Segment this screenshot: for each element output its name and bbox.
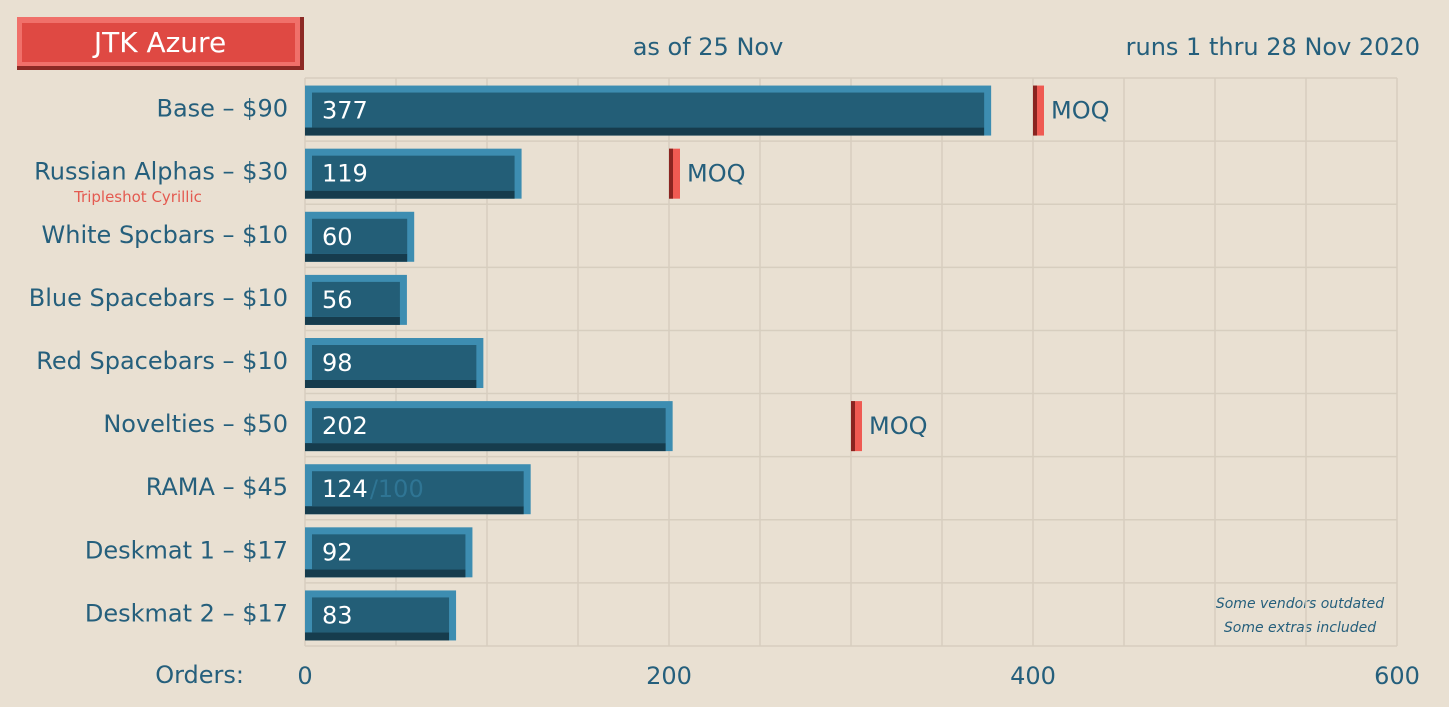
bar-shadow — [305, 632, 450, 641]
y-tick-label: Novelties – $50 — [103, 410, 288, 438]
note: Some extras included — [1224, 620, 1376, 636]
x-tick-label: 600 — [1374, 662, 1420, 690]
y-tick-label: Base – $90 — [156, 95, 288, 123]
y-tick-label: Red Spacebars – $10 — [36, 347, 288, 375]
bar-shadow — [305, 190, 515, 199]
cap-label: /100 — [370, 475, 424, 503]
bar-shadow — [305, 380, 477, 388]
moq-marker — [1033, 85, 1044, 136]
bar-face — [312, 281, 400, 317]
note: Some vendors outdated — [1216, 596, 1384, 612]
moq-marker-edge — [669, 148, 673, 199]
sublabel: Tripleshot Cyrillic — [73, 188, 202, 206]
value-label: 92 — [322, 538, 353, 566]
bar-shadow — [305, 127, 985, 136]
bar-shadow — [305, 443, 666, 452]
bar-face — [312, 534, 466, 570]
y-tick-label: Deskmat 1 – $17 — [85, 536, 288, 564]
bar-face — [312, 92, 985, 128]
x-tick-label: 400 — [1010, 662, 1056, 690]
bar-shadow — [305, 253, 408, 262]
moq-label: MOQ — [687, 160, 746, 188]
value-label: 56 — [322, 286, 353, 314]
moq-marker-edge — [1033, 85, 1037, 136]
x-tick-label: 200 — [646, 662, 692, 690]
bar-face — [312, 471, 524, 507]
bar-face — [312, 408, 666, 444]
subtitle: as of 25 Nov — [633, 33, 784, 61]
x-tick-label: 0 — [297, 662, 312, 690]
moq-marker-edge — [851, 401, 855, 452]
bar-shadow — [305, 316, 400, 325]
value-label: 124 — [322, 475, 368, 503]
x-axis-label: Orders: — [155, 661, 244, 689]
moq-label: MOQ — [869, 412, 928, 440]
run-note: runs 1 thru 28 Nov 2020 — [1126, 33, 1420, 61]
title-badge — [17, 17, 304, 70]
moq-label: MOQ — [1051, 97, 1110, 125]
chart-title: JTK Azure — [92, 26, 226, 59]
bar-face — [312, 345, 477, 380]
value-label: 202 — [322, 412, 368, 440]
bar-shadow — [305, 506, 524, 515]
badge-face — [22, 23, 295, 62]
moq-marker — [669, 148, 680, 199]
y-tick-label: Blue Spacebars – $10 — [29, 284, 288, 312]
value-label: 60 — [322, 223, 353, 251]
bar-face — [312, 597, 450, 633]
y-tick-label: Deskmat 2 – $17 — [85, 599, 288, 627]
bar-shadow — [305, 569, 466, 578]
value-label: 98 — [322, 349, 353, 377]
y-tick-label: RAMA – $45 — [146, 473, 288, 501]
value-label: 119 — [322, 160, 368, 188]
value-label: 83 — [322, 601, 353, 629]
moq-marker — [851, 401, 862, 452]
y-tick-label: Russian Alphas – $30 — [34, 158, 288, 186]
bar-face — [312, 218, 408, 254]
value-label: 377 — [322, 97, 368, 125]
bar-face — [312, 155, 515, 191]
y-tick-label: White Spcbars – $10 — [42, 221, 288, 249]
